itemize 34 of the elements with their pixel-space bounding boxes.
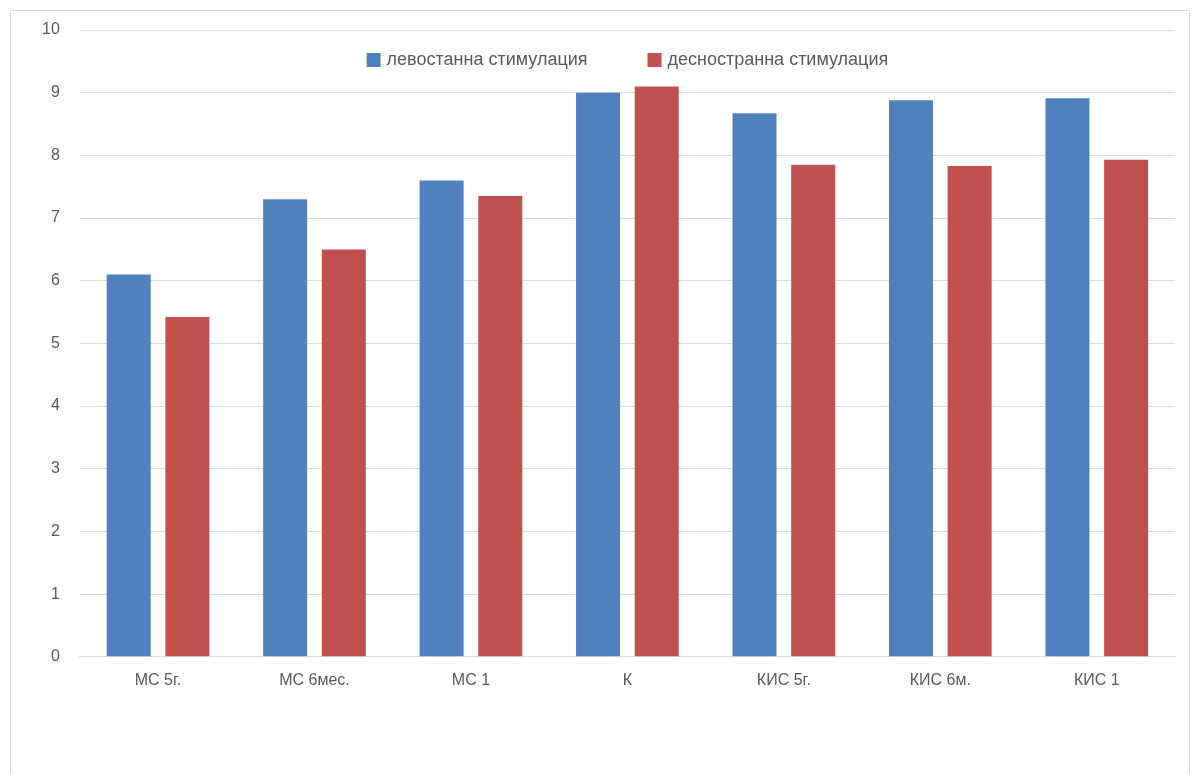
x-tick-label: КИС 5г. xyxy=(756,670,811,688)
y-tick-label: 6 xyxy=(50,271,60,289)
bar xyxy=(321,249,366,657)
y-tick-label: 2 xyxy=(50,521,60,539)
bar xyxy=(106,274,151,657)
bar xyxy=(732,113,777,657)
x-tick-label: МС 5г. xyxy=(134,670,182,688)
y-tick-label: 0 xyxy=(50,647,60,665)
bar xyxy=(947,166,992,657)
bar xyxy=(1104,159,1149,657)
legend-label: десностранна стимулация xyxy=(667,48,889,69)
bar xyxy=(419,180,464,657)
y-tick-label: 3 xyxy=(50,459,60,477)
x-tick-label: МС 1 xyxy=(451,670,491,688)
bar xyxy=(165,317,210,657)
bar xyxy=(263,199,308,657)
bar xyxy=(1045,98,1090,657)
y-tick-label: 5 xyxy=(50,333,60,351)
bar xyxy=(478,196,523,657)
legend-label: левостанна стимулация xyxy=(386,48,588,69)
y-tick-label: 8 xyxy=(50,145,60,163)
bar xyxy=(576,92,621,657)
y-tick-label: 1 xyxy=(50,584,60,602)
bar xyxy=(634,86,679,657)
y-tick-label: 10 xyxy=(42,20,60,38)
y-tick-label: 9 xyxy=(50,83,60,101)
bar xyxy=(791,164,836,657)
y-tick-label: 7 xyxy=(50,208,60,226)
bar xyxy=(888,100,933,657)
x-tick-label: МС 6мес. xyxy=(279,670,350,688)
y-tick-label: 4 xyxy=(50,396,60,414)
x-tick-label: КИС 6м. xyxy=(909,670,971,688)
x-tick-label: К xyxy=(622,670,633,688)
x-tick-label: КИС 1 xyxy=(1073,670,1120,688)
